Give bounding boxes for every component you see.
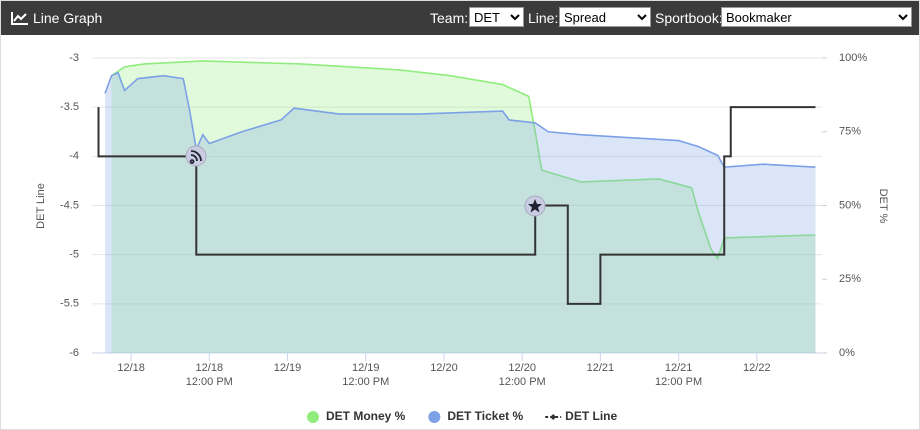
y-tick-label: -4 <box>69 150 79 162</box>
line-label: Line: <box>528 10 559 26</box>
series-line <box>97 106 816 305</box>
x-tick-label: 12/21 <box>665 362 693 374</box>
y-tick-label: -5.5 <box>60 298 79 310</box>
x-tick-label: 12/20 <box>508 362 536 374</box>
y-axis-title: DET Line <box>35 183 47 229</box>
area <box>105 72 816 353</box>
x-tick-label: 12/20 <box>430 362 458 374</box>
y2-axis-title: DET % <box>877 189 889 224</box>
team-label: Team: <box>430 10 469 26</box>
book-select[interactable]: Bookmaker <box>721 7 912 27</box>
y2-tick-label: 25% <box>839 273 861 285</box>
x-tick-label: 12:00 PM <box>655 376 702 388</box>
series-line <box>104 71 816 168</box>
area <box>111 60 816 353</box>
y-tick-label: -3.5 <box>60 101 79 113</box>
legend-label: DET Ticket % <box>447 409 523 423</box>
y-tick-label: -3 <box>69 52 79 64</box>
legend-symbol <box>307 411 319 423</box>
header-title: Line Graph <box>33 10 103 26</box>
x-tick-label: 12:00 PM <box>186 376 233 388</box>
book-label: Sportbook: <box>655 10 723 26</box>
legend-symbol <box>550 414 557 420</box>
icon-glyph <box>189 150 202 164</box>
legend-item[interactable]: DET Line <box>545 409 617 423</box>
x-tick-label: 12/22 <box>743 362 771 374</box>
series-line <box>111 60 816 261</box>
x-tick-label: 12/21 <box>587 362 615 374</box>
x-tick-label: 12/18 <box>196 362 224 374</box>
x-tick-label: 12/19 <box>274 362 302 374</box>
y2-tick-label: 100% <box>839 52 867 64</box>
legend-item[interactable]: DET Money % <box>307 409 406 423</box>
x-tick-label: 12:00 PM <box>342 376 389 388</box>
team-select[interactable]: DET <box>469 7 524 27</box>
legend-label: DET Money % <box>326 409 406 423</box>
line-select[interactable]: Spread <box>559 7 651 27</box>
icon-bg <box>185 145 207 167</box>
y2-tick-label: 0% <box>839 347 855 359</box>
y-tick-label: -4.5 <box>60 199 79 211</box>
x-tick-label: 12/19 <box>352 362 380 374</box>
header: Line Graph Team: DET Line: Spread Sportb… <box>1 1 919 35</box>
legend-label: DET Line <box>565 409 617 423</box>
y-tick-label: -5 <box>69 249 79 261</box>
icon-glyph <box>528 199 542 213</box>
x-tick-label: 12:00 PM <box>499 376 546 388</box>
x-tick-label: 12/18 <box>117 362 145 374</box>
event-icon <box>524 195 546 217</box>
event-icon <box>185 145 207 167</box>
y2-tick-label: 50% <box>839 199 861 211</box>
legend-symbol <box>428 411 441 423</box>
y-tick-label: -6 <box>69 347 79 359</box>
chart-icon <box>11 12 28 25</box>
legend-item[interactable]: DET Ticket % <box>428 409 523 423</box>
y2-tick-label: 75% <box>839 126 861 138</box>
